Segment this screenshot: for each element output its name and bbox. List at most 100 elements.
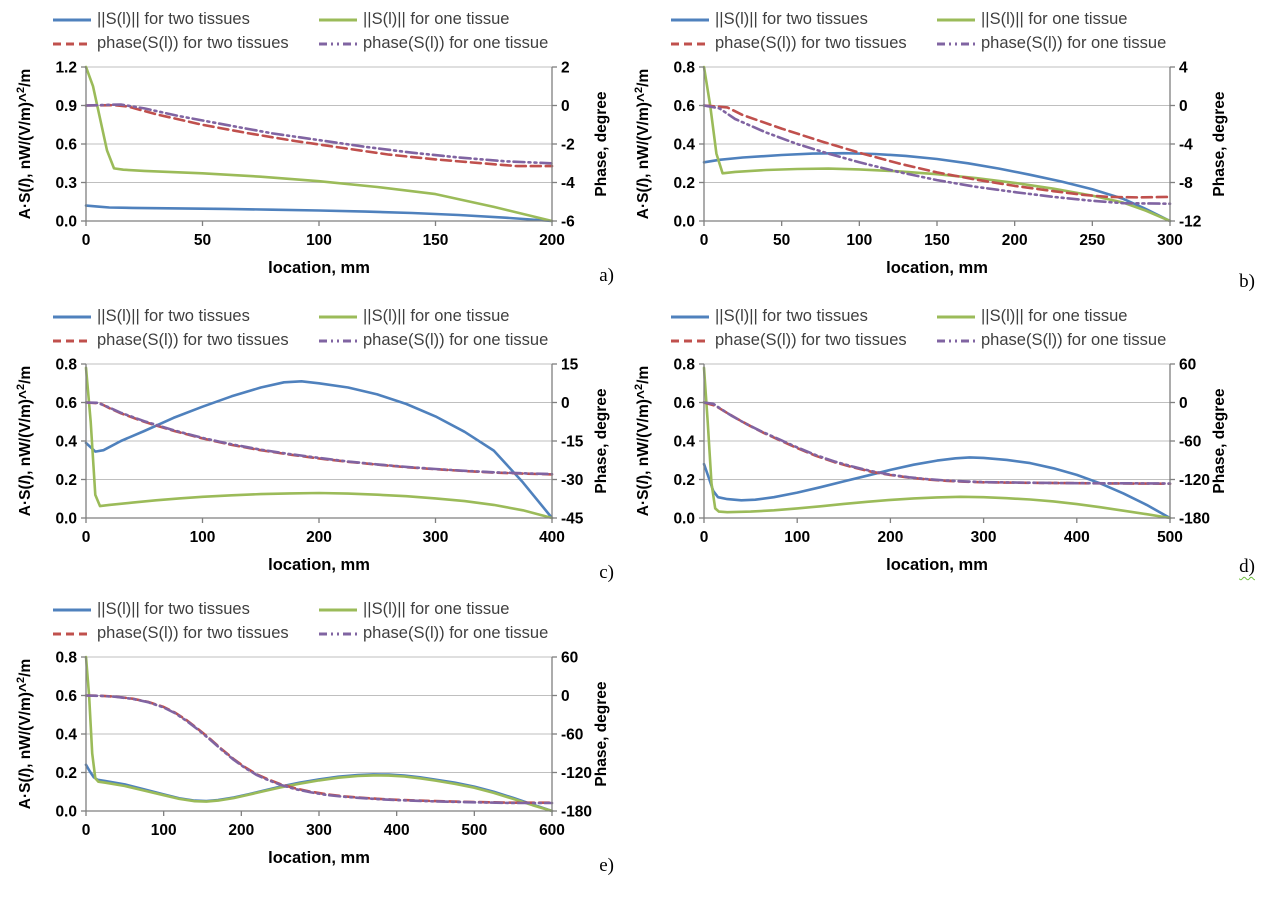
legend-line-icon bbox=[671, 42, 709, 45]
left-axis-tick: 0.0 bbox=[55, 804, 77, 821]
legend-item-mag-two-tissues: ||S(l)|| for two tissues bbox=[52, 307, 314, 326]
left-axis-tick: 0.8 bbox=[673, 357, 695, 374]
x-axis-tick: 150 bbox=[423, 232, 449, 249]
right-axis-title: Phase, degree bbox=[1211, 388, 1228, 493]
left-axis-tick: 0.0 bbox=[673, 511, 695, 528]
legend-item-mag-two-tissues: ||S(l)|| for two tissues bbox=[52, 10, 314, 29]
left-axis-tick: 0.6 bbox=[55, 137, 77, 154]
panel-label-a: a) bbox=[599, 265, 614, 286]
legend-line-icon bbox=[319, 42, 357, 45]
left-axis-tick: 0.6 bbox=[673, 395, 695, 412]
legend-item-mag-one-tissue: ||S(l)|| for one tissue bbox=[936, 307, 1127, 326]
legend-row: ||S(l)|| for two tissues ||S(l)|| for one… bbox=[52, 307, 614, 326]
panel-label-b: b) bbox=[1239, 271, 1255, 292]
legend-label: ||S(l)|| for one tissue bbox=[363, 307, 510, 325]
right-axis-tick: 15 bbox=[561, 357, 579, 374]
legend-a: ||S(l)|| for two tissues ||S(l)|| for one… bbox=[52, 10, 614, 53]
legend-item-phase-two-tissues: phase(S(l)) for two tissues bbox=[670, 34, 932, 53]
legend-line-icon bbox=[319, 339, 357, 342]
chart-a: ||S(l)|| for two tissues ||S(l)|| for one… bbox=[14, 10, 614, 298]
legend-row: phase(S(l)) for two tissues phase(S(l)) f… bbox=[52, 34, 614, 53]
series-mag bbox=[84, 65, 554, 223]
x-axis-tick: 0 bbox=[82, 232, 91, 249]
right-axis-tick: -30 bbox=[561, 472, 583, 489]
x-axis-title: location, mm bbox=[886, 259, 988, 277]
legend-row: phase(S(l)) for two tissues phase(S(l)) f… bbox=[52, 331, 614, 350]
left-axis-tick: 0.6 bbox=[55, 688, 77, 705]
right-axis-tick: -180 bbox=[1179, 511, 1210, 528]
x-axis-title: location, mm bbox=[268, 849, 370, 867]
series-lines bbox=[702, 366, 1172, 520]
legend-item-mag-one-tissue: ||S(l)|| for one tissue bbox=[318, 307, 509, 326]
x-axis-tick: 500 bbox=[461, 822, 487, 839]
legend-label: phase(S(l)) for one tissue bbox=[363, 34, 549, 52]
right-axis-tick: 60 bbox=[561, 650, 578, 667]
x-axis-tick: 100 bbox=[190, 529, 216, 546]
legend-label: ||S(l)|| for one tissue bbox=[363, 600, 510, 618]
legend-line-icon bbox=[319, 18, 357, 21]
plot-area-c: 0.0 0.2 0.4 0.6 0.8 -45 -30 -15 0 15 0 100 200 300 400… bbox=[15, 357, 610, 575]
legend-line-icon bbox=[671, 315, 709, 318]
series-phase bbox=[702, 401, 1172, 485]
legend-line-icon bbox=[319, 632, 357, 635]
series-mag bbox=[702, 151, 1172, 223]
series-phase bbox=[84, 401, 554, 476]
legend-item-phase-one-tissue: phase(S(l)) for one tissue bbox=[318, 34, 548, 53]
empty-panel bbox=[618, 590, 1263, 897]
legend-row: ||S(l)|| for two tissues ||S(l)|| for one… bbox=[52, 600, 614, 619]
right-axis-tick: -4 bbox=[561, 175, 575, 192]
legend-label: phase(S(l)) for two tissues bbox=[97, 34, 289, 52]
x-axis-tick: 400 bbox=[539, 529, 565, 546]
legend-line-icon bbox=[53, 608, 91, 611]
right-axis-title: Phase, degree bbox=[593, 388, 610, 493]
legend-label: phase(S(l)) for two tissues bbox=[97, 331, 289, 349]
x-axis-tick: 300 bbox=[306, 822, 332, 839]
left-axis-tick: 0.8 bbox=[673, 60, 695, 77]
x-axis-tick: 200 bbox=[539, 232, 565, 249]
series-phase bbox=[702, 104, 1172, 205]
legend-label: ||S(l)|| for two tissues bbox=[715, 307, 868, 325]
panel-label-c: c) bbox=[599, 562, 614, 583]
x-axis-title: location, mm bbox=[268, 259, 370, 277]
right-axis-tick: 4 bbox=[1179, 60, 1188, 77]
legend-c: ||S(l)|| for two tissues ||S(l)|| for one… bbox=[52, 307, 614, 350]
right-axis-tick: -120 bbox=[1179, 472, 1210, 489]
legend-label: ||S(l)|| for two tissues bbox=[97, 307, 250, 325]
series-phase bbox=[84, 694, 554, 805]
legend-label: phase(S(l)) for one tissue bbox=[363, 624, 549, 642]
chart-d: ||S(l)|| for two tissues ||S(l)|| for one… bbox=[632, 307, 1232, 595]
right-axis-tick: -15 bbox=[561, 434, 584, 451]
series-phase bbox=[84, 401, 554, 476]
legend-line-icon bbox=[53, 42, 91, 45]
series-phase bbox=[84, 694, 554, 804]
series-lines bbox=[84, 65, 554, 223]
left-axis-tick: 0.2 bbox=[673, 175, 695, 192]
x-axis-title: location, mm bbox=[886, 556, 988, 574]
x-axis-tick: 50 bbox=[194, 232, 211, 249]
x-axis-tick: 200 bbox=[877, 529, 903, 546]
right-axis-title: Phase, degree bbox=[1211, 91, 1228, 196]
legend-line-icon bbox=[671, 339, 709, 342]
series-phase bbox=[702, 104, 1172, 199]
chart-b: ||S(l)|| for two tissues ||S(l)|| for one… bbox=[632, 10, 1232, 298]
right-axis-tick: -12 bbox=[1179, 214, 1201, 231]
legend-label: phase(S(l)) for two tissues bbox=[715, 34, 907, 52]
x-axis-tick: 500 bbox=[1157, 529, 1183, 546]
right-axis-tick: -60 bbox=[561, 727, 583, 744]
right-axis-tick: -2 bbox=[561, 137, 575, 154]
left-axis-tick: 0.4 bbox=[673, 137, 695, 154]
legend-label: ||S(l)|| for one tissue bbox=[981, 307, 1128, 325]
legend-line-icon bbox=[53, 18, 91, 21]
legend-e: ||S(l)|| for two tissues ||S(l)|| for one… bbox=[52, 600, 614, 643]
x-axis-tick: 0 bbox=[700, 529, 709, 546]
legend-label: phase(S(l)) for two tissues bbox=[715, 331, 907, 349]
gridlines bbox=[704, 66, 1170, 183]
series-phase bbox=[84, 103, 554, 165]
left-axis-tick: 0.2 bbox=[55, 765, 77, 782]
left-axis-title: A·S(l), nW/(V/m)^2/m bbox=[15, 69, 34, 219]
right-axis-tick: 0 bbox=[561, 395, 570, 412]
legend-label: phase(S(l)) for one tissue bbox=[363, 331, 549, 349]
x-axis-tick: 100 bbox=[306, 232, 332, 249]
x-axis-title: location, mm bbox=[268, 556, 370, 574]
